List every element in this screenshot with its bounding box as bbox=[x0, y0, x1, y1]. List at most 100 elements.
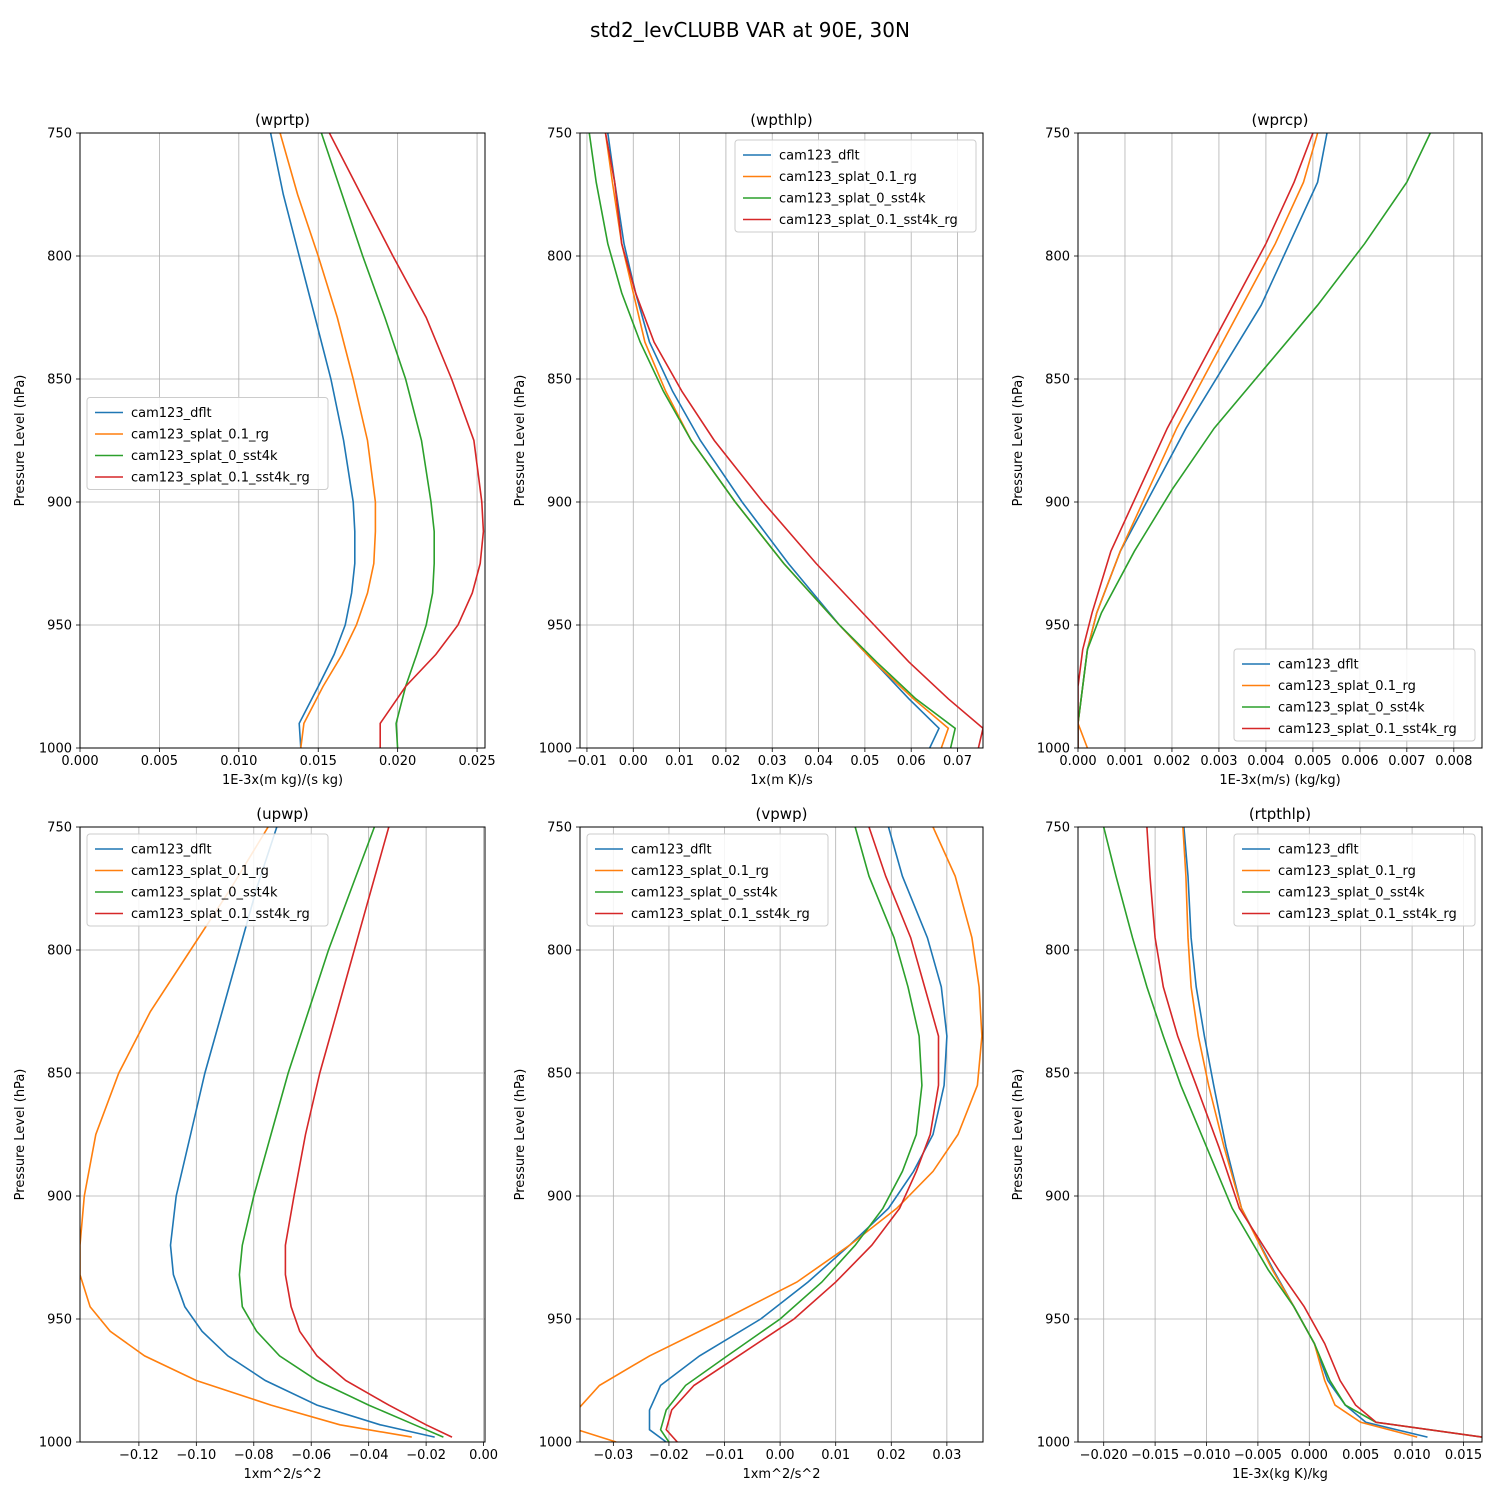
legend-label: cam123_splat_0.1_rg bbox=[1278, 679, 1416, 694]
legend-label: cam123_splat_0.1_sst4k_rg bbox=[131, 907, 310, 922]
legend-label: cam123_splat_0.1_sst4k_rg bbox=[131, 471, 310, 486]
y-axis-label: Pressure Level (hPa) bbox=[1011, 1069, 1026, 1201]
legend: cam123_dflt cam123_splat_0.1_rg cam123_spl… bbox=[586, 833, 829, 927]
x-tick-label: −0.005 bbox=[1234, 1448, 1282, 1463]
x-tick-label: −0.01 bbox=[567, 754, 607, 769]
x-tick-label: −0.01 bbox=[705, 1448, 745, 1463]
legend-label: cam123_splat_0_sst4k bbox=[131, 886, 278, 901]
x-axis-label: 1E-3x(m/s) (kg/kg) bbox=[1219, 773, 1340, 788]
x-tick-label: 0.007 bbox=[1388, 754, 1425, 769]
series-line-cam123_dflt bbox=[648, 827, 948, 1442]
x-tick-label: 0.00 bbox=[469, 1448, 498, 1463]
legend-label: cam123_dflt bbox=[779, 149, 860, 164]
series-line-cam123_splat_0_sst4k bbox=[320, 133, 436, 748]
x-tick-label: 0.006 bbox=[1341, 754, 1378, 769]
y-tick-label: 900 bbox=[47, 1190, 72, 1205]
x-tick-label: 0.000 bbox=[1059, 754, 1096, 769]
x-tick-label: −0.12 bbox=[119, 1448, 159, 1463]
series-line-cam123_splat_0_sst4k bbox=[1102, 827, 1482, 1438]
x-axis-label: 1E-3x(m kg)/(s kg) bbox=[222, 773, 343, 788]
series-line-cam123_splat_0.1_sst4k_rg bbox=[1078, 133, 1314, 748]
x-tick-label: 0.020 bbox=[379, 754, 416, 769]
y-tick-label: 1000 bbox=[1037, 742, 1070, 757]
series-line-cam123_splat_0.1_rg bbox=[80, 827, 412, 1438]
legend-label: cam123_dflt bbox=[1278, 658, 1359, 673]
x-tick-label: 0.004 bbox=[1247, 754, 1284, 769]
series-line-cam123_splat_0.1_rg bbox=[279, 133, 377, 748]
x-axis-label: 1xm^2/s^2 bbox=[243, 1467, 321, 1482]
axes-frame bbox=[79, 826, 486, 1443]
axes-frame bbox=[1077, 826, 1483, 1443]
chart-title: (vpwp) bbox=[756, 805, 808, 823]
y-tick-label: 800 bbox=[47, 944, 72, 959]
x-tick-label: 0.04 bbox=[804, 754, 833, 769]
legend: cam123_dflt cam123_splat_0.1_rg cam123_spl… bbox=[86, 397, 329, 490]
chart-panel-1: 0.000 0.005 0.010 0.015 0.020 0.025 750 800 850 9… bbox=[13, 111, 496, 788]
y-tick-label: 950 bbox=[47, 619, 72, 634]
legend-label: cam123_splat_0_sst4k bbox=[631, 886, 778, 901]
y-tick-label: 900 bbox=[547, 1190, 572, 1205]
legend-label: cam123_splat_0_sst4k bbox=[1278, 701, 1425, 716]
x-tick-label: 0.002 bbox=[1153, 754, 1190, 769]
y-tick-label: 900 bbox=[1045, 496, 1070, 511]
x-tick-label: 0.02 bbox=[877, 1448, 906, 1463]
axes-frame bbox=[1077, 132, 1483, 749]
y-tick-label: 900 bbox=[47, 496, 72, 511]
series-line-cam123_splat_0.1_sst4k_rg bbox=[284, 827, 453, 1438]
y-tick-label: 800 bbox=[547, 944, 572, 959]
chart-title: (upwp) bbox=[256, 805, 309, 823]
y-tick-label: 750 bbox=[1045, 821, 1070, 836]
chart-panel-3: 0.000 0.001 0.002 0.003 0.004 0.005 0.006 0.007… bbox=[1011, 111, 1483, 788]
y-tick-label: 1000 bbox=[539, 1436, 572, 1451]
axes-frame bbox=[79, 132, 486, 749]
y-tick-label: 850 bbox=[1045, 1067, 1070, 1082]
legend: cam123_dflt cam123_splat_0.1_rg cam123_spl… bbox=[1233, 648, 1476, 742]
y-tick-label: 950 bbox=[1045, 1313, 1070, 1328]
series-line-cam123_splat_0.1_sst4k_rg bbox=[604, 133, 983, 748]
legend-label: cam123_splat_0.1_sst4k_rg bbox=[779, 213, 958, 228]
x-tick-label: 0.025 bbox=[458, 754, 495, 769]
x-tick-label: 0.003 bbox=[1200, 754, 1237, 769]
x-tick-label: 0.005 bbox=[1294, 754, 1331, 769]
y-tick-label: 850 bbox=[1045, 373, 1070, 388]
chart-title: (rtpthlp) bbox=[1249, 805, 1311, 823]
y-tick-label: 850 bbox=[47, 373, 72, 388]
series-line-cam123_dflt bbox=[269, 133, 356, 748]
legend-label: cam123_splat_0_sst4k bbox=[131, 449, 278, 464]
x-axis-label: 1x(m K)/s bbox=[750, 773, 813, 788]
y-tick-label: 800 bbox=[547, 250, 572, 265]
y-tick-label: 950 bbox=[547, 619, 572, 634]
series-line-cam123_splat_0_sst4k bbox=[1078, 133, 1432, 748]
x-tick-label: 0.05 bbox=[850, 754, 879, 769]
y-axis-label: Pressure Level (hPa) bbox=[1011, 375, 1026, 507]
y-tick-label: 750 bbox=[1045, 127, 1070, 142]
y-axis-label: Pressure Level (hPa) bbox=[13, 375, 28, 507]
legend-label: cam123_splat_0_sst4k bbox=[779, 192, 926, 207]
series-line-cam123_splat_0.1_sst4k_rg bbox=[665, 827, 940, 1442]
x-tick-label: 0.005 bbox=[1342, 1448, 1379, 1463]
chart-panel-2: −0.01 0.00 0.01 0.02 0.03 0.04 0.05 0.06 0.07 750… bbox=[513, 111, 984, 788]
legend: cam123_dflt cam123_splat_0.1_rg cam123_spl… bbox=[86, 833, 329, 927]
x-tick-label: 0.01 bbox=[821, 1448, 850, 1463]
x-axis-label: 1xm^2/s^2 bbox=[742, 1467, 820, 1482]
y-axis-label: Pressure Level (hPa) bbox=[513, 375, 528, 507]
x-tick-label: −0.02 bbox=[406, 1448, 446, 1463]
chart-panel-6: −0.020 −0.015 −0.010 −0.005 0.000 0.005 0.010 0… bbox=[1011, 805, 1483, 1482]
axes-frame bbox=[579, 132, 984, 749]
legend-box bbox=[1233, 648, 1476, 742]
legend-box bbox=[1233, 833, 1476, 927]
y-tick-label: 950 bbox=[547, 1313, 572, 1328]
series-line-cam123_splat_0.1_rg bbox=[1182, 827, 1418, 1438]
legend-box bbox=[86, 833, 329, 927]
chart-panel-5: −0.03 −0.02 −0.01 0.00 0.01 0.02 0.03 750 800 850… bbox=[513, 805, 984, 1482]
y-tick-label: 850 bbox=[547, 1067, 572, 1082]
x-tick-label: 0.010 bbox=[220, 754, 257, 769]
x-tick-label: 0.000 bbox=[1291, 1448, 1328, 1463]
legend-label: cam123_splat_0.1_rg bbox=[779, 170, 917, 185]
series-line-cam123_splat_0_sst4k bbox=[588, 133, 957, 748]
chart-title: (wprtp) bbox=[255, 111, 310, 129]
y-tick-label: 850 bbox=[47, 1067, 72, 1082]
y-tick-label: 950 bbox=[47, 1313, 72, 1328]
